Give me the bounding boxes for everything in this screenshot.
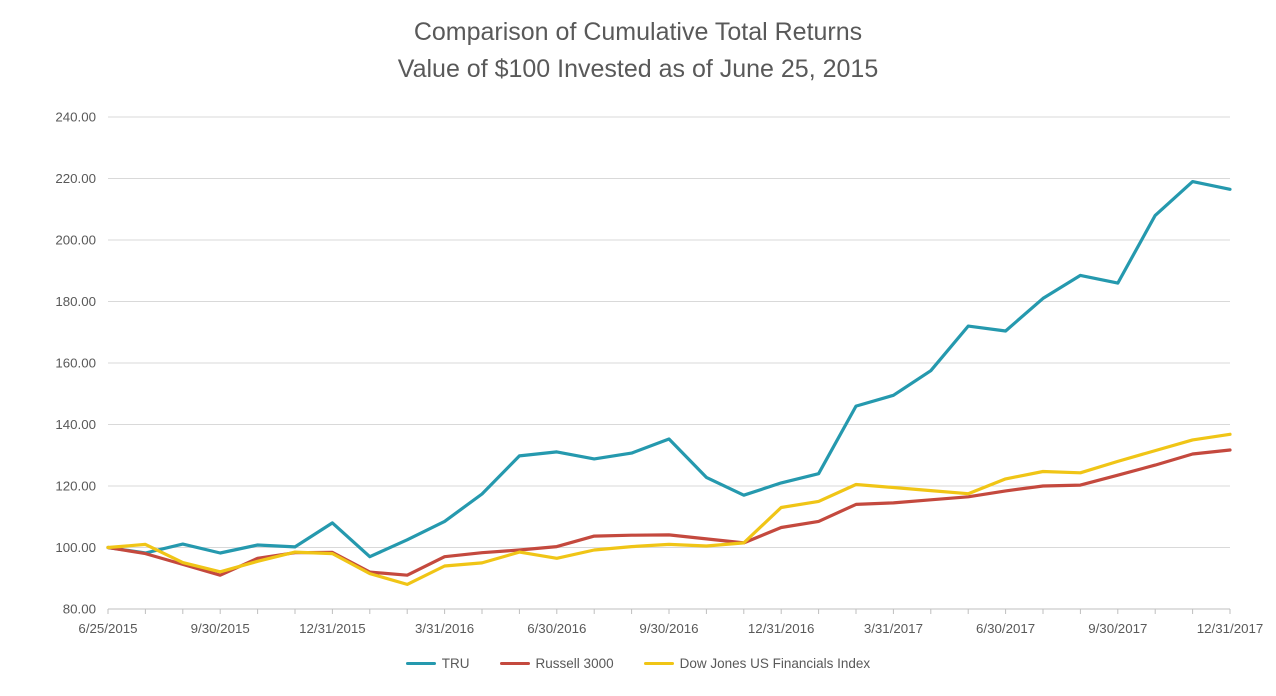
y-axis-tick-label: 240.00 <box>55 110 96 125</box>
x-axis-tick-label: 9/30/2015 <box>191 621 250 636</box>
x-axis-tick-label: 3/31/2016 <box>415 621 474 636</box>
x-axis-tick-label: 6/25/2015 <box>78 621 137 636</box>
chart-title: Comparison of Cumulative Total Returns V… <box>0 14 1276 88</box>
x-axis-tick-label: 12/31/2017 <box>1197 621 1264 636</box>
series-line-dow-jones-us-financials-index <box>106 432 1232 587</box>
y-axis-tick-label: 140.00 <box>55 417 96 432</box>
y-axis-tick-label: 160.00 <box>55 356 96 371</box>
legend-label: Russell 3000 <box>535 656 614 671</box>
legend-swatch-icon <box>405 661 436 666</box>
x-axis-tick-label: 9/30/2016 <box>639 621 698 636</box>
x-axis-tick-label: 12/31/2015 <box>299 621 366 636</box>
chart-title-line1: Comparison of Cumulative Total Returns <box>413 18 863 46</box>
legend-swatch-icon <box>499 661 530 666</box>
legend-item: TRU <box>405 656 470 671</box>
y-axis-tick-label: 200.00 <box>55 233 96 248</box>
legend: TRU Russell 3000 Dow Jones US Financials I… <box>0 656 1276 671</box>
legend-item: Russell 3000 <box>499 656 614 671</box>
y-axis-tick-label: 220.00 <box>55 171 96 186</box>
legend-swatch-icon <box>643 661 674 666</box>
legend-label: Dow Jones US Financials Index <box>679 656 871 671</box>
x-axis-tick-label: 6/30/2016 <box>527 621 586 636</box>
x-axis-tick-label: 6/30/2017 <box>976 621 1035 636</box>
legend-item: Dow Jones US Financials Index <box>643 656 871 671</box>
x-axis-tick-label: 9/30/2017 <box>1088 621 1147 636</box>
series-line-tru <box>106 180 1232 559</box>
y-axis-tick-label: 180.00 <box>55 294 96 309</box>
chart-title-line2: Value of $100 Invested as of June 25, 20… <box>397 55 879 83</box>
y-axis-tick-label: 80.00 <box>63 602 96 617</box>
x-axis-tick-label: 3/31/2017 <box>864 621 923 636</box>
y-axis-tick-label: 120.00 <box>55 479 96 494</box>
legend-label: TRU <box>441 656 470 671</box>
x-axis-tick-label: 12/31/2016 <box>748 621 815 636</box>
y-axis-tick-label: 100.00 <box>55 540 96 555</box>
